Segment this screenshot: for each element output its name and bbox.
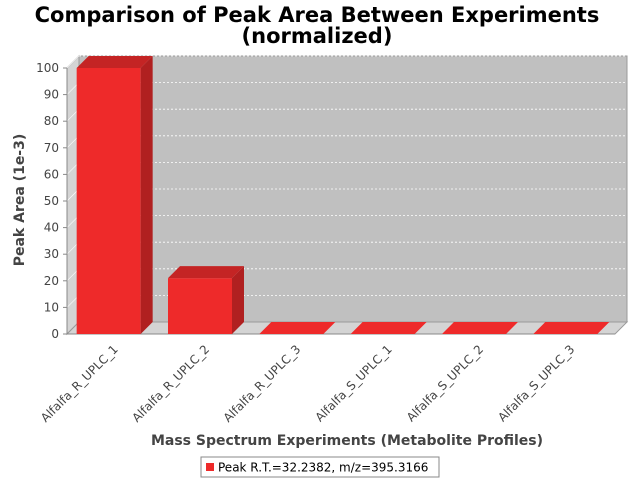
bar <box>533 322 610 334</box>
bar-top <box>168 266 244 279</box>
bar-top <box>76 56 153 68</box>
x-tick-label: Alfalfa_R_UPLC_3 <box>221 342 304 425</box>
bar <box>76 68 141 334</box>
y-tick-label: 80 <box>44 114 59 128</box>
gridline-wall <box>66 55 80 69</box>
y-tick-label: 10 <box>44 300 59 314</box>
legend-entry: Peak R.T.=32.2382, m/z=395.3166 <box>218 461 428 475</box>
legend: Peak R.T.=32.2382, m/z=395.3166 <box>200 456 440 478</box>
y-tick-label: 30 <box>44 247 59 261</box>
chart-subtitle: (normalized) <box>242 24 393 48</box>
x-tick-label: Alfalfa_S_UPLC_3 <box>495 342 577 424</box>
y-axis-label: Peak Area (1e-3) <box>12 134 28 267</box>
y-tick-label: 90 <box>44 88 59 102</box>
y-tick-label: 100 <box>36 61 59 75</box>
x-tick-label: Alfalfa_R_UPLC_1 <box>38 342 121 425</box>
bar <box>442 322 518 334</box>
y-tick-label: 0 <box>51 327 59 341</box>
y-tick-label: 60 <box>44 167 59 181</box>
x-tick-label: Alfalfa_S_UPLC_2 <box>404 342 486 424</box>
y-tick-label: 70 <box>44 141 59 155</box>
y-tick-label: 50 <box>44 194 59 208</box>
bar-side <box>140 56 153 334</box>
legend-box <box>200 456 440 478</box>
bar-side <box>232 266 244 334</box>
y-tick-label: 20 <box>44 274 59 288</box>
bar <box>168 278 232 334</box>
bar <box>259 322 336 334</box>
x-tick-label: Alfalfa_S_UPLC_1 <box>312 342 394 424</box>
x-tick-label: Alfalfa_R_UPLC_2 <box>129 342 212 425</box>
chart-title: Comparison of Peak Area Between Experime… <box>35 3 600 27</box>
bar <box>350 322 427 334</box>
legend-swatch <box>206 463 214 471</box>
y-tick-label: 40 <box>44 221 59 235</box>
x-axis-label: Mass Spectrum Experiments (Metabolite Pr… <box>151 433 543 449</box>
